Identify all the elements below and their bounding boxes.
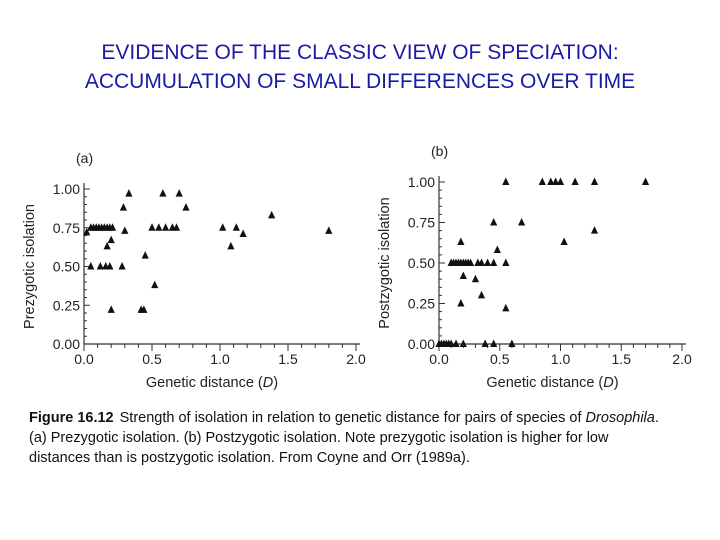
data-point-triangle [552, 177, 560, 185]
figure-scatter-plots: 0.00 0.25 0.50 0.75 1.00 0.0 0.5 1.0 1.5 2.0 Genet… [22, 143, 692, 391]
data-point-triangle [140, 305, 148, 313]
x-tick-label: 1.5 [612, 351, 632, 367]
data-point-triangle [182, 203, 190, 211]
data-point-triangle [107, 235, 115, 244]
x-tick-label: 0.5 [490, 351, 510, 367]
data-point-triangle [477, 258, 486, 266]
data-point-triangle [556, 177, 565, 185]
data-point-triangle [325, 226, 333, 234]
data-point-triangle [547, 177, 555, 185]
data-point-triangle [502, 177, 510, 185]
data-point-triangle [477, 290, 486, 299]
data-point-triangle [457, 237, 465, 245]
data-point-triangle [452, 339, 460, 347]
data-point-triangle [481, 339, 489, 347]
data-point-triangle [457, 299, 465, 307]
data-point-triangle [518, 218, 526, 226]
data-point-triangle [107, 305, 115, 313]
data-point-triangle [227, 241, 235, 250]
x-tick-label: 2.0 [672, 351, 692, 367]
data-point-triangle [447, 339, 455, 347]
data-point-triangle [493, 245, 501, 254]
y-axis-title: Postzygotic isolation [377, 197, 393, 328]
data-point-triangle [96, 262, 104, 270]
caption-genus: Drosophila [585, 410, 655, 426]
y-tick-label: 0.00 [53, 336, 80, 352]
data-point-triangle [508, 339, 516, 347]
data-point-triangle [118, 262, 126, 270]
data-point-triangle [459, 271, 467, 279]
x-tick-label: 0.5 [142, 351, 162, 367]
y-tick-label: 1.00 [53, 181, 80, 197]
data-point-triangle [103, 241, 111, 250]
data-point-triangle [484, 258, 492, 266]
y-tick-label: 0.75 [408, 215, 435, 231]
data-point-triangle [121, 226, 129, 234]
scatter-panel-b: 0.00 0.25 0.50 0.75 1.00 0.0 0.5 1.0 1.5 2.0 Genet… [377, 143, 692, 391]
x-axis-title: Genetic distance (D) [486, 375, 618, 391]
data-point-triangle [119, 203, 128, 211]
data-point-triangle [83, 227, 91, 236]
data-point-triangle [175, 189, 183, 197]
x-axis-title: Genetic distance (D) [146, 375, 278, 391]
data-point-triangle [155, 223, 163, 231]
data-point-triangle [239, 229, 247, 237]
data-point-triangle [490, 218, 498, 226]
data-point-triangle [502, 303, 510, 312]
x-tick-label: 0.0 [74, 351, 94, 367]
y-axis-title: Prezygotic isolation [22, 204, 38, 329]
data-point-triangle [490, 258, 498, 266]
y-tick-label: 0.25 [408, 296, 435, 312]
y-tick-label: 0.00 [408, 336, 435, 352]
y-tick-label: 1.00 [408, 174, 435, 190]
data-point-triangle [148, 223, 156, 231]
caption-text-part-1: Strength of isolation in relation to gen… [119, 410, 582, 426]
data-point-triangle [172, 223, 181, 231]
data-point-triangle [106, 262, 114, 270]
y-tick-label: 0.50 [408, 255, 435, 271]
data-point-triangle [141, 251, 149, 259]
scatter-panel-a: 0.00 0.25 0.50 0.75 1.00 0.0 0.5 1.0 1.5 2.0 Genet… [22, 150, 366, 391]
data-point-triangle [641, 177, 650, 185]
panel-label: (a) [76, 150, 93, 166]
data-point-triangle [108, 223, 117, 231]
y-tick-label: 0.75 [53, 220, 80, 236]
y-tick-label: 0.50 [53, 259, 80, 275]
data-point-triangle [538, 177, 546, 185]
data-point-triangle [268, 210, 276, 219]
data-point-triangle [232, 223, 240, 231]
data-point-triangle [471, 274, 480, 283]
slide-title-line-1: EVIDENCE OF THE CLASSIC VIEW OF SPECIATI… [101, 41, 619, 64]
x-tick-label: 1.0 [210, 351, 230, 367]
data-point-triangle [162, 223, 170, 231]
data-point-triangle [125, 189, 133, 197]
data-point-triangle [590, 177, 599, 185]
x-tick-label: 1.5 [278, 351, 298, 367]
data-point-triangle [151, 280, 159, 289]
x-tick-label: 0.0 [429, 351, 449, 367]
slide-title-line-2: ACCUMULATION OF SMALL DIFFERENCES OVER T… [84, 70, 636, 93]
data-point-triangle [459, 339, 467, 347]
figure-caption: Figure 16.12 Strength of isolation in rel… [29, 408, 669, 468]
caption-text-part-2: . (a) Prezygotic isolation. (b) Postzygo… [29, 410, 659, 466]
data-point-triangle [590, 226, 599, 234]
data-point-triangle [159, 189, 167, 197]
data-point-triangle [560, 237, 568, 245]
data-point-triangle [219, 223, 227, 231]
data-point-triangle [466, 258, 475, 266]
x-tick-label: 1.0 [551, 351, 571, 367]
x-tick-label: 2.0 [346, 351, 366, 367]
caption-figure-label: Figure 16.12 [29, 410, 114, 426]
data-point-triangle [571, 177, 579, 185]
data-point-triangle [490, 339, 498, 347]
data-point-triangle [502, 258, 510, 266]
y-tick-label: 0.25 [53, 297, 80, 313]
data-point-triangle [87, 262, 95, 270]
slide-title: EVIDENCE OF THE CLASSIC VIEW OF SPECIATI… [0, 38, 720, 96]
panel-label: (b) [431, 143, 448, 159]
